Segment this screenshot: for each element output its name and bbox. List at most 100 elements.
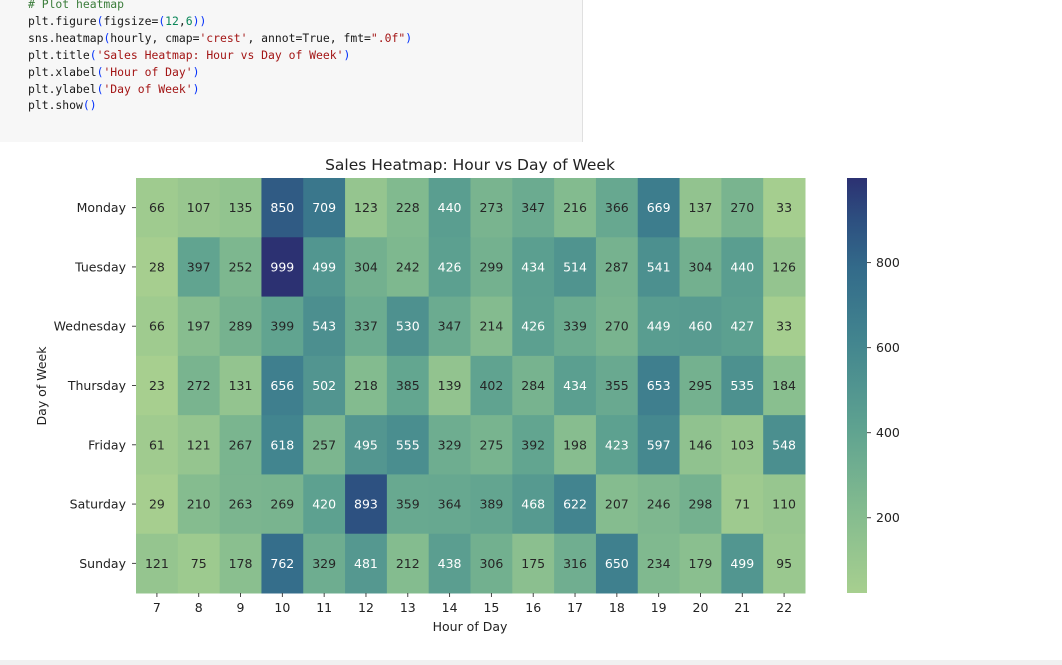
cell-annotation: 481 [354, 556, 378, 571]
cell-annotation: 33 [776, 319, 792, 334]
cell-annotation: 304 [689, 259, 713, 274]
cell-annotation: 316 [563, 556, 587, 571]
cell-annotation: 709 [312, 200, 336, 215]
code-editor[interactable]: # Plot heatmap plt.figure(figsize=(12,6)… [0, 0, 583, 142]
cell-annotation: 267 [229, 437, 253, 452]
code-cell[interactable]: # Plot heatmap plt.figure(figsize=(12,6)… [0, 0, 1062, 142]
cell-annotation: 218 [354, 378, 378, 393]
code-line-comment: # Plot heatmap [28, 0, 124, 11]
cell-annotation: 306 [479, 556, 503, 571]
cell-annotation: 121 [145, 556, 169, 571]
code-text[interactable]: # Plot heatmap plt.figure(figsize=(12,6)… [28, 0, 412, 114]
y-tick-label: Saturday [70, 497, 127, 512]
cell-annotation: 543 [312, 319, 336, 334]
cell-annotation: 622 [563, 497, 587, 512]
cell-annotation: 275 [479, 437, 503, 452]
x-tick-label: 22 [776, 600, 792, 615]
cell-annotation: 653 [647, 378, 671, 393]
x-tick-label: 11 [316, 600, 332, 615]
cell-annotation: 269 [270, 497, 294, 512]
colorbar [847, 178, 867, 593]
cell-annotation: 210 [187, 497, 211, 512]
cell-annotation: 272 [187, 378, 211, 393]
cell-annotation: 146 [689, 437, 713, 452]
cell-annotation: 427 [730, 319, 754, 334]
x-tick-label: 21 [734, 600, 750, 615]
cell-annotation: 440 [730, 259, 754, 274]
cell-annotation: 329 [312, 556, 336, 571]
cell-annotation: 110 [772, 497, 796, 512]
cell-annotation: 214 [479, 319, 503, 334]
cell-annotation: 71 [734, 497, 750, 512]
cell-annotation: 397 [187, 259, 211, 274]
cell-annotation: 289 [229, 319, 253, 334]
cell-annotation: 284 [521, 378, 545, 393]
cell-annotation: 139 [438, 378, 462, 393]
cell-annotation: 535 [730, 378, 754, 393]
cell-annotation: 499 [312, 259, 336, 274]
cell-annotation: 179 [689, 556, 713, 571]
cell-annotation: 197 [187, 319, 211, 334]
cell-annotation: 347 [521, 200, 545, 215]
cell-annotation: 121 [187, 437, 211, 452]
cell-annotation: 61 [149, 437, 165, 452]
cell-annotation: 273 [479, 200, 503, 215]
bottom-scrollbar[interactable] [0, 660, 1062, 665]
cell-annotation: 329 [438, 437, 462, 452]
cell-annotation: 434 [521, 259, 545, 274]
x-tick-label: 20 [693, 600, 709, 615]
plot-output: Sales Heatmap: Hour vs Day of Week 66 107… [0, 142, 1062, 660]
cell-annotation: 216 [563, 200, 587, 215]
cell-annotation: 392 [521, 437, 545, 452]
cell-annotation: 555 [396, 437, 420, 452]
cell-annotation: 33 [776, 200, 792, 215]
cell-annotation: 389 [479, 497, 503, 512]
cell-annotation: 270 [730, 200, 754, 215]
cell-annotation: 514 [563, 259, 587, 274]
cell-annotation: 135 [229, 200, 253, 215]
cell-annotation: 337 [354, 319, 378, 334]
x-tick-label: 17 [567, 600, 583, 615]
cell-annotation: 246 [647, 497, 671, 512]
cell-annotation: 29 [149, 497, 165, 512]
cell-annotation: 103 [730, 437, 754, 452]
code-line-ylabel: plt.ylabel('Day of Week') [28, 82, 199, 96]
cell-annotation: 530 [396, 319, 420, 334]
cell-annotation: 66 [149, 200, 165, 215]
code-line-xlabel: plt.xlabel('Hour of Day') [28, 65, 199, 79]
x-tick-label: 15 [483, 600, 499, 615]
cell-annotation: 299 [479, 259, 503, 274]
cell-annotation: 184 [772, 378, 796, 393]
cell-annotation: 423 [605, 437, 629, 452]
cell-annotation: 420 [312, 497, 336, 512]
x-tick-label: 14 [442, 600, 458, 615]
cell-annotation: 618 [270, 437, 294, 452]
cell-annotation: 178 [229, 556, 253, 571]
cell-annotation: 650 [605, 556, 629, 571]
cell-annotation: 198 [563, 437, 587, 452]
cell-annotation: 893 [354, 497, 378, 512]
cell-annotation: 999 [270, 259, 294, 274]
cell-annotation: 126 [772, 259, 796, 274]
colorbar-tick-label: 400 [876, 425, 900, 440]
cell-annotation: 597 [647, 437, 671, 452]
cell-annotation: 107 [187, 200, 211, 215]
cell-annotation: 228 [396, 200, 420, 215]
cell-annotation: 499 [730, 556, 754, 571]
y-tick-label: Thursday [67, 378, 127, 393]
cell-annotation: 123 [354, 200, 378, 215]
y-tick-label: Sunday [79, 556, 126, 571]
cell-annotation: 669 [647, 200, 671, 215]
cell-annotation: 426 [438, 259, 462, 274]
x-tick-label: 19 [651, 600, 667, 615]
x-tick-label: 7 [153, 600, 161, 615]
cell-annotation: 263 [229, 497, 253, 512]
x-axis-label: Hour of Day [433, 619, 508, 634]
cell-annotation: 426 [521, 319, 545, 334]
cell-annotation: 502 [312, 378, 336, 393]
cell-annotation: 287 [605, 259, 629, 274]
y-tick-label: Wednesday [54, 319, 127, 334]
cell-annotation: 295 [689, 378, 713, 393]
cell-annotation: 304 [354, 259, 378, 274]
cell-annotation: 548 [772, 437, 796, 452]
